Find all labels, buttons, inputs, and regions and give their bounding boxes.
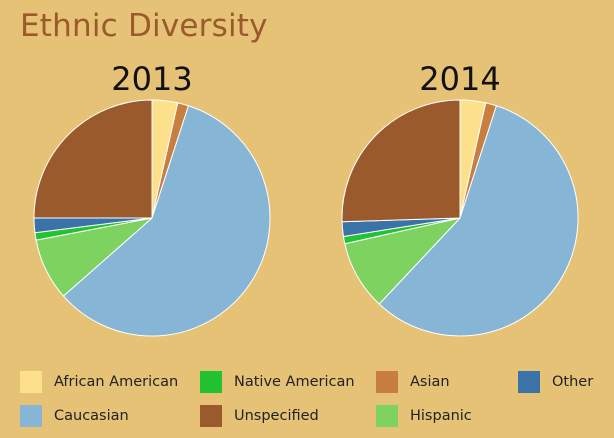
chart-title-2014: 2014 — [419, 60, 501, 98]
legend-swatch — [376, 405, 398, 427]
chart-title-2013: 2013 — [111, 60, 193, 98]
legend-swatch — [20, 405, 42, 427]
legend-swatch — [200, 371, 222, 393]
legend-label: African American — [54, 374, 179, 390]
legend-label: Asian — [410, 374, 450, 390]
pie-chart-2013 — [33, 99, 271, 337]
legend-item-asian: Asian — [376, 370, 450, 394]
legend-label: Native American — [234, 374, 355, 390]
slice-caucasian — [62, 105, 271, 337]
legend-item-native-american: Native American — [200, 370, 355, 394]
legend-label: Hispanic — [410, 408, 472, 424]
legend-item-other: Other — [518, 370, 593, 394]
page-title: Ethnic Diversity — [20, 8, 268, 44]
legend-label: Other — [552, 374, 594, 390]
slice-unspecified — [33, 99, 153, 219]
legend-swatch — [518, 371, 540, 393]
legend-item-unspecified: Unspecified — [200, 404, 319, 428]
legend-swatch — [376, 371, 398, 393]
slice-unspecified — [341, 99, 461, 223]
legend-item-hispanic: Hispanic — [376, 404, 472, 428]
legend-swatch — [20, 371, 42, 393]
legend-item-caucasian: Caucasian — [20, 404, 129, 428]
legend-label: Unspecified — [234, 408, 319, 424]
pie-chart-2014 — [341, 99, 579, 337]
legend-swatch — [200, 405, 222, 427]
slice-caucasian — [378, 105, 579, 337]
legend-item-african-american: African American — [20, 370, 178, 394]
legend-label: Caucasian — [54, 408, 129, 424]
